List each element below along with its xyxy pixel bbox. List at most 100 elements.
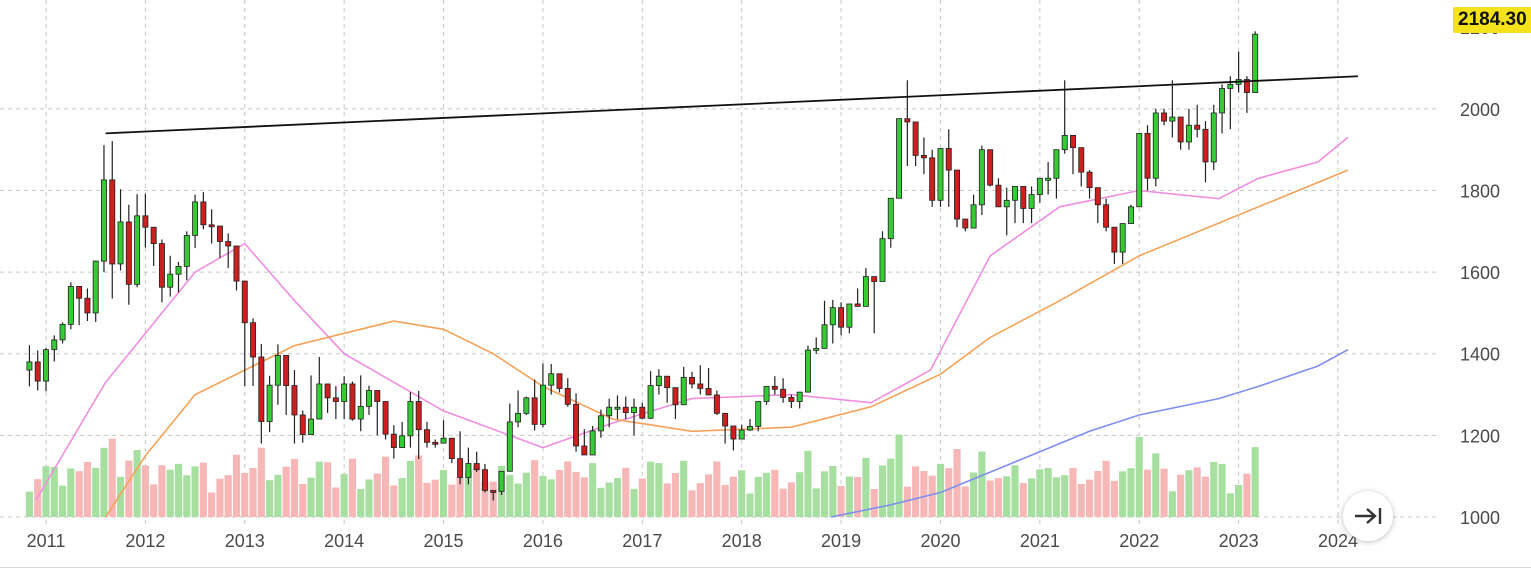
candles: [26, 31, 1259, 501]
volume-bar: [630, 488, 638, 517]
candle: [1012, 186, 1018, 201]
candle: [167, 273, 174, 288]
candle: [920, 154, 927, 159]
candle: [1161, 112, 1168, 122]
candle: [796, 391, 803, 402]
volume-bar: [572, 472, 580, 517]
candle: [142, 215, 149, 228]
volume-bar: [282, 466, 290, 517]
x-tick-label: 2013: [225, 531, 265, 551]
volume-bar: [920, 471, 928, 517]
x-tick-label: 2015: [424, 531, 464, 551]
volume-bar: [647, 461, 655, 517]
candle: [904, 118, 911, 123]
volume-bar: [141, 465, 149, 517]
candle: [697, 383, 704, 389]
volume-bar: [555, 470, 564, 517]
volume-bar: [290, 459, 299, 517]
volume-bar: [514, 483, 522, 517]
volume-bar: [738, 470, 746, 517]
volume-bar: [340, 473, 348, 517]
volume-bar: [688, 490, 696, 517]
candle: [490, 490, 497, 493]
volume-bar: [829, 466, 837, 517]
volume-bar: [1110, 480, 1118, 517]
volume-bar: [912, 466, 920, 517]
volume-bar: [1061, 475, 1069, 517]
volume-bar: [787, 482, 795, 517]
candle: [763, 385, 770, 402]
volume-bar: [622, 467, 630, 517]
volume-bar: [166, 469, 174, 517]
volume-bar: [506, 474, 514, 517]
x-axis-labels: 2011 2012 2013 2014 2015 2016 2017 2018 2019 2020…: [27, 531, 1358, 551]
candle: [1045, 177, 1052, 181]
candle: [183, 234, 190, 267]
candle: [465, 463, 472, 478]
volume-bar: [1069, 468, 1077, 517]
volume-bar: [638, 478, 646, 517]
volume-bar: [1226, 493, 1234, 517]
volume-bar: [721, 484, 729, 517]
volume-bar: [456, 477, 464, 517]
candle: [614, 406, 621, 410]
volume-bar: [365, 479, 373, 517]
candle: [349, 383, 356, 420]
volume-bar: [597, 487, 605, 517]
volume-bar: [945, 468, 953, 517]
volume-bar: [531, 460, 539, 517]
volume-bar: [820, 471, 829, 517]
candle: [987, 149, 994, 186]
volume-bar: [870, 489, 878, 517]
scroll-to-latest-icon: [1355, 508, 1382, 524]
candle: [506, 421, 513, 472]
candle: [1053, 149, 1060, 179]
volume-bar: [423, 482, 431, 517]
volume-bar: [473, 466, 481, 517]
volume-bar: [216, 478, 224, 517]
volume-bar: [1251, 447, 1259, 517]
scroll-to-latest-button[interactable]: [1343, 491, 1393, 541]
candle: [1061, 134, 1068, 151]
candle: [192, 201, 199, 236]
y-tick-label: 1800: [1460, 181, 1500, 201]
candle: [59, 323, 66, 341]
volume-bars: [25, 434, 1259, 517]
candle: [995, 184, 1002, 208]
candle: [274, 354, 281, 386]
volume-bar: [729, 476, 737, 517]
candle: [1169, 116, 1176, 122]
candle: [26, 361, 33, 371]
candle: [283, 354, 290, 386]
candle: [92, 260, 99, 314]
volume-bar: [796, 472, 804, 517]
volume-bar: [655, 463, 663, 517]
volume-bar: [953, 449, 961, 517]
volume-bar: [1218, 464, 1226, 517]
candle: [341, 383, 348, 402]
candle: [1243, 79, 1250, 93]
candle: [548, 373, 555, 386]
candle: [291, 385, 298, 416]
volume-bar: [83, 462, 91, 517]
volume-bar: [431, 479, 439, 517]
candle: [672, 387, 679, 406]
volume-bar: [1019, 483, 1027, 517]
volume-bar: [1235, 485, 1243, 517]
candle: [1202, 128, 1209, 163]
candle: [1227, 83, 1234, 89]
volume-bar: [116, 476, 125, 517]
candle: [457, 458, 464, 478]
x-tick-label: 2022: [1119, 531, 1159, 551]
volume-bar: [1077, 484, 1085, 517]
candle: [813, 348, 820, 351]
candle: [1028, 194, 1035, 209]
candle: [788, 397, 795, 402]
volume-bar: [1102, 460, 1110, 517]
volume-bar: [1052, 477, 1060, 517]
candle: [448, 437, 455, 460]
candle: [473, 463, 480, 471]
candle: [51, 339, 58, 351]
candle: [432, 441, 439, 445]
volume-bar: [324, 462, 332, 517]
